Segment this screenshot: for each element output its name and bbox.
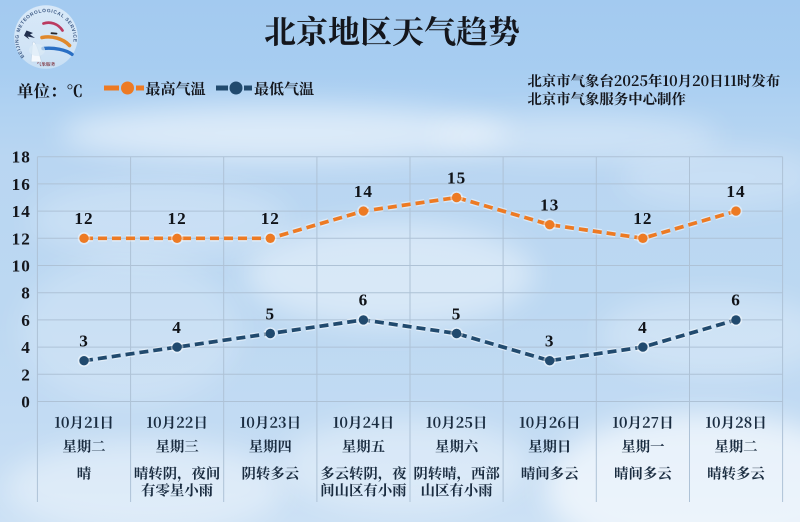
svg-text:18: 18 [12, 148, 31, 167]
svg-text:14: 14 [726, 182, 745, 201]
svg-text:4: 4 [172, 318, 182, 337]
svg-text:12: 12 [261, 209, 280, 228]
svg-text:16: 16 [12, 175, 31, 194]
svg-text:12: 12 [633, 209, 652, 228]
svg-text:13: 13 [540, 196, 559, 215]
svg-text:5: 5 [266, 304, 276, 323]
svg-text:0: 0 [21, 393, 31, 412]
svg-text:6: 6 [731, 291, 741, 310]
svg-text:6: 6 [21, 311, 31, 330]
svg-text:12: 12 [12, 229, 31, 248]
svg-text:14: 14 [12, 202, 31, 221]
svg-text:14: 14 [354, 182, 373, 201]
svg-text:2: 2 [21, 365, 31, 384]
svg-text:3: 3 [545, 332, 555, 351]
svg-text:6: 6 [359, 291, 369, 310]
svg-text:12: 12 [168, 209, 187, 228]
svg-text:12: 12 [74, 209, 93, 228]
svg-text:8: 8 [21, 284, 31, 303]
svg-text:5: 5 [452, 304, 462, 323]
svg-text:4: 4 [21, 338, 31, 357]
svg-text:3: 3 [79, 332, 89, 351]
svg-text:10: 10 [12, 257, 31, 276]
svg-text:15: 15 [447, 168, 466, 187]
svg-text:4: 4 [638, 318, 648, 337]
